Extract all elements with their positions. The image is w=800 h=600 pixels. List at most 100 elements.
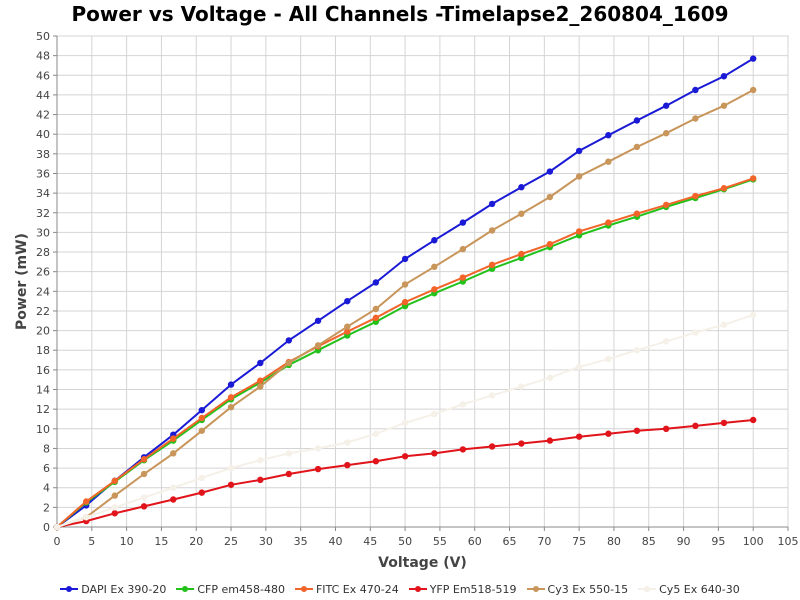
data-point [431, 410, 438, 418]
legend-item: Cy3 Ex 550-15 [526, 583, 628, 596]
legend-swatch [408, 584, 427, 594]
x-tick-label: 40 [328, 535, 342, 548]
data-point [170, 435, 177, 442]
data-point [401, 255, 409, 263]
data-point [285, 450, 293, 457]
data-point [605, 355, 612, 363]
y-tick-label: 42 [36, 109, 50, 122]
data-point [518, 250, 525, 258]
chart-legend: DAPI Ex 390-20 CFP em458-480 FITC Ex 470-2… [0, 580, 800, 598]
y-tick-label: 30 [36, 226, 50, 239]
data-point [140, 456, 148, 463]
data-point [488, 200, 496, 208]
data-point [140, 494, 148, 501]
x-tick-label: 80 [607, 535, 621, 548]
data-point [459, 219, 467, 226]
data-point [488, 227, 496, 234]
series-5 [53, 311, 757, 531]
legend-label: DAPI Ex 390-20 [81, 582, 167, 596]
data-point [227, 394, 235, 401]
data-point [257, 377, 264, 384]
x-tick-label: 30 [259, 535, 273, 548]
data-point [198, 474, 206, 482]
data-point [662, 102, 670, 109]
x-tick-label: 45 [363, 535, 377, 548]
x-tick-label: 35 [294, 535, 308, 548]
data-point [720, 102, 728, 109]
data-point [459, 274, 467, 281]
data-point [83, 498, 90, 505]
data-point [749, 55, 757, 62]
legend-item: DAPI Ex 390-20 [60, 583, 166, 596]
legend-item: Cy5 Ex 640-30 [638, 583, 740, 596]
data-point [692, 192, 699, 200]
x-tick-label: 60 [468, 535, 482, 548]
data-point [372, 305, 380, 313]
data-point [720, 73, 728, 80]
y-tick-label: 12 [36, 403, 50, 416]
data-point [198, 489, 206, 496]
data-point [111, 504, 118, 511]
data-point [720, 419, 728, 427]
x-tick-label: 75 [572, 535, 586, 548]
data-point [662, 338, 670, 345]
legend-swatch [176, 584, 195, 594]
data-point [546, 437, 554, 444]
y-tick-label: 20 [36, 325, 50, 338]
data-point [285, 359, 293, 367]
data-point [372, 279, 380, 286]
data-point [344, 297, 351, 305]
data-point [372, 458, 380, 465]
y-tick-label: 46 [36, 69, 50, 82]
y-tick-label: 0 [43, 521, 50, 534]
data-point [575, 173, 583, 180]
x-tick-label: 65 [503, 535, 517, 548]
y-tick-label: 8 [43, 442, 50, 455]
data-point [692, 86, 699, 94]
series-2 [53, 175, 757, 531]
x-tick-label: 5 [88, 535, 95, 548]
y-tick-label: 16 [36, 364, 50, 377]
plot-area [56, 35, 789, 528]
data-point [575, 228, 583, 235]
data-point [749, 175, 757, 182]
data-point [140, 503, 148, 510]
y-tick-label: 28 [36, 246, 50, 259]
data-point [662, 425, 670, 432]
series-3 [53, 416, 757, 531]
data-point [720, 321, 728, 328]
data-point [198, 406, 206, 414]
data-point [140, 470, 148, 478]
legend-label: Cy5 Ex 640-30 [659, 582, 740, 596]
y-tick-label: 26 [36, 266, 50, 279]
data-point [344, 328, 351, 335]
legend-label: CFP em458-480 [197, 582, 285, 596]
data-point [720, 185, 728, 192]
data-point [431, 286, 438, 293]
y-tick-label: 34 [36, 187, 50, 200]
data-point [575, 363, 583, 371]
data-point [633, 427, 641, 434]
legend-item: CFP em458-480 [176, 583, 285, 596]
data-point [111, 510, 118, 517]
data-point [170, 496, 177, 503]
data-point [227, 403, 235, 411]
data-point [662, 130, 670, 137]
y-tick-label: 22 [36, 305, 50, 318]
legend-swatch [526, 584, 545, 594]
data-point [692, 329, 699, 336]
y-tick-label: 50 [36, 30, 50, 43]
y-tick-label: 18 [36, 344, 50, 357]
data-point [372, 430, 380, 437]
y-tick-label: 24 [36, 285, 50, 298]
y-tick-label: 14 [36, 384, 50, 397]
data-point [749, 416, 757, 424]
x-tick-label: 15 [154, 535, 168, 548]
data-point [575, 433, 583, 440]
data-point [692, 422, 699, 430]
legend-item: YFP Em518-519 [408, 582, 517, 596]
y-tick-label: 4 [43, 482, 50, 495]
legend-label: YFP Em518-519 [429, 582, 517, 596]
data-point [227, 481, 235, 488]
